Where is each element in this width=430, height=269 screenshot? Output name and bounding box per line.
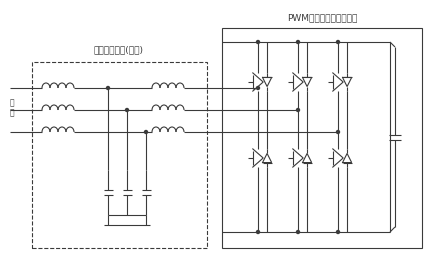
- Circle shape: [337, 41, 340, 44]
- Circle shape: [297, 108, 300, 111]
- Circle shape: [337, 130, 340, 133]
- Circle shape: [107, 87, 110, 90]
- Circle shape: [257, 41, 259, 44]
- Bar: [32, 62, 207, 248]
- Circle shape: [297, 231, 300, 233]
- Text: 電
源: 電 源: [10, 98, 14, 118]
- Circle shape: [126, 108, 129, 111]
- Circle shape: [337, 231, 340, 233]
- Text: フィルタ回路(従来): フィルタ回路(従来): [93, 45, 143, 55]
- Circle shape: [297, 41, 300, 44]
- Circle shape: [257, 87, 259, 90]
- Circle shape: [144, 130, 147, 133]
- Bar: [222, 28, 422, 248]
- Circle shape: [257, 231, 259, 233]
- Text: PWMコンバータユニット: PWMコンバータユニット: [287, 13, 357, 23]
